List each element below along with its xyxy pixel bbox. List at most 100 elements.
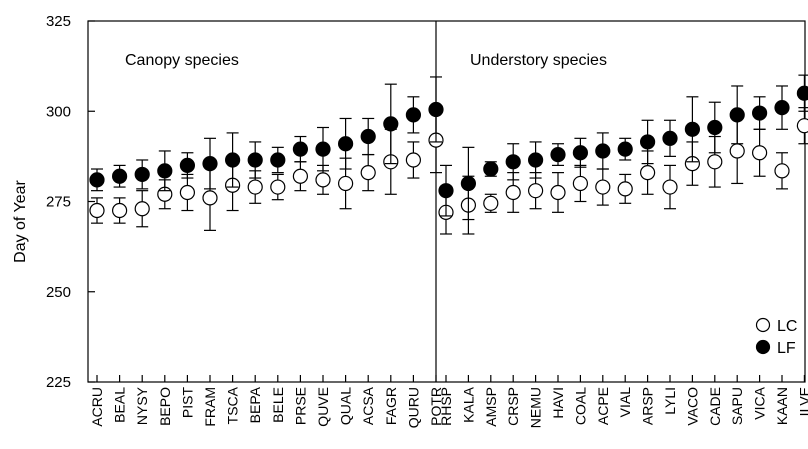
data-point-lc [483, 195, 499, 211]
data-point-lf [179, 157, 195, 173]
data-point-lf [774, 100, 790, 116]
y-tick-label: 225 [46, 374, 71, 391]
data-point-lf [550, 146, 566, 163]
x-tick-label: QUAL [338, 387, 354, 425]
data-point-lc [405, 152, 421, 168]
data-point-lf [595, 143, 611, 159]
y-tick-label: 275 [46, 194, 71, 211]
data-point-lf [89, 172, 105, 188]
data-point-lc [572, 175, 589, 192]
data-point-lf [157, 163, 173, 179]
data-point-lf [338, 136, 354, 152]
y-tick-label: 325 [46, 13, 71, 30]
x-tick-label: SAPU [729, 387, 745, 425]
x-tick-label: NEMU [528, 387, 544, 428]
x-tick-label: BEAL [112, 387, 128, 423]
x-tick-label: AMSP [483, 387, 499, 427]
data-point-lf [438, 183, 454, 199]
data-point-lf [662, 130, 678, 146]
data-point-lc [270, 179, 286, 195]
x-tick-label: COAL [572, 387, 588, 425]
data-point-lf [405, 107, 421, 123]
x-tick-label: PIST [179, 387, 195, 419]
data-point-lf [292, 141, 308, 157]
data-point-lc [505, 184, 521, 201]
data-point-lc [595, 179, 611, 195]
x-tick-label: TSCA [225, 386, 241, 424]
x-tick-label: HAVI [550, 387, 566, 419]
data-point-lf [202, 155, 218, 172]
data-point-lc [796, 118, 808, 134]
panel-label: Canopy species [125, 52, 239, 69]
x-tick-label: LYLI [662, 387, 678, 415]
x-tick-label: FRAM [202, 387, 218, 427]
data-point-lc [247, 179, 263, 195]
x-tick-label: BELE [270, 387, 286, 423]
data-point-lf [684, 121, 701, 137]
data-point-lf [796, 85, 808, 101]
data-point-lc [729, 143, 745, 159]
data-point-lc [774, 163, 790, 179]
x-tick-label: RHSP [438, 387, 454, 426]
x-tick-label: KAAN [774, 387, 790, 425]
data-point-lf [383, 116, 399, 132]
y-tick-label: 250 [46, 284, 71, 301]
data-point-lf [134, 166, 150, 183]
x-tick-label: ACSA [360, 386, 376, 425]
data-point-lc [550, 184, 566, 201]
x-tick-label: QUVE [315, 387, 331, 427]
panel-label: Understory species [470, 52, 607, 69]
x-tick-label: VICA [752, 386, 768, 419]
x-tick-label: QURU [405, 387, 421, 428]
data-point-lc [315, 172, 331, 188]
data-point-lc [202, 190, 218, 206]
data-point-lc [89, 202, 105, 219]
data-point-lf [707, 119, 723, 136]
data-point-lf [225, 152, 241, 168]
y-tick-label: 300 [46, 103, 71, 120]
legend-label-lc: LC [777, 318, 797, 335]
data-point-lf [639, 134, 656, 150]
data-point-lc [134, 201, 150, 217]
data-point-lf [527, 152, 544, 168]
legend-label-lf: LF [777, 340, 796, 357]
legend-marker-lf [755, 339, 771, 355]
data-point-lf [483, 161, 499, 177]
data-point-lc [360, 165, 376, 181]
data-point-lf [315, 141, 331, 157]
x-tick-label: ILVE [796, 387, 808, 416]
x-tick-label: CRSP [505, 387, 521, 426]
data-point-lc [111, 202, 128, 219]
data-point-lc [707, 154, 723, 170]
x-tick-label: FAGR [383, 387, 399, 425]
x-tick-label: ACRU [89, 387, 105, 427]
data-point-lc [617, 181, 633, 197]
data-point-lf [751, 105, 768, 121]
y-axis-title: Day of Year [12, 179, 29, 262]
x-tick-label: ACPE [595, 387, 611, 425]
y-axis: 225 250 275 300 325 Day of Year [12, 13, 95, 391]
data-point-lf [428, 101, 444, 118]
x-tick-label: NYSY [134, 386, 150, 425]
data-point-lf [572, 145, 589, 161]
x-tick-label: VIAL [617, 387, 633, 418]
data-point-lf [729, 107, 745, 123]
data-series [89, 74, 808, 235]
data-point-lc [292, 168, 308, 184]
x-tick-label: BEPO [157, 387, 173, 426]
data-point-lf [360, 128, 376, 145]
panel-labels: Canopy species Understory species [125, 52, 607, 69]
data-point-lc [527, 183, 544, 199]
data-point-lc [662, 179, 678, 195]
data-point-lf [505, 154, 521, 170]
legend-marker-lc [755, 317, 771, 333]
data-point-lf [247, 152, 263, 168]
data-point-lf [460, 175, 476, 192]
data-point-lf [617, 141, 633, 157]
legend: LC LF [755, 317, 797, 357]
x-tick-label: KALA [460, 386, 476, 422]
x-tick-label: CADE [707, 387, 723, 426]
x-tick-label: PRSE [292, 387, 308, 425]
